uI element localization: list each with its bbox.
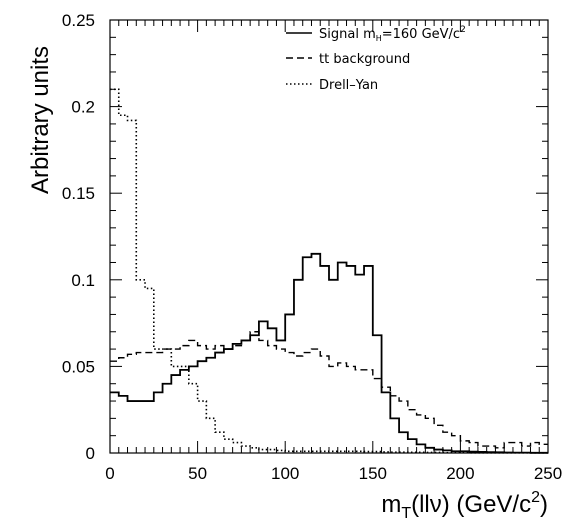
x-axis-title: mT(llν) (GeV/c2) (381, 489, 548, 522)
series-layer (110, 88, 548, 454)
y-tick-label: 0.05 (62, 357, 95, 376)
y-tick-label: 0.15 (62, 184, 95, 203)
x-tick-label: 150 (359, 464, 387, 483)
y-tick-label: 0.25 (62, 11, 95, 30)
series-signal (110, 252, 548, 454)
x-tick-label: 250 (534, 464, 562, 483)
legend-label-drellyan: Drell–Yan (319, 78, 378, 93)
y-tick-label: 0 (86, 444, 95, 463)
series-drellyan (110, 88, 548, 454)
series-ttbar (110, 331, 548, 449)
x-tick-label: 50 (188, 464, 207, 483)
x-tick-labels: 0 50 100 150 200 250 (105, 464, 562, 483)
legend-label-ttbar: tt background (319, 52, 410, 67)
y-tick-labels: 0 0.05 0.1 0.15 0.2 0.25 (62, 11, 95, 463)
y-axis-title: Arbitrary units (27, 46, 54, 194)
x-tick-label: 0 (105, 464, 114, 483)
legend-label-signal: Signal mH=160 GeV/c2 (319, 25, 466, 43)
y-tick-label: 0.2 (71, 98, 95, 117)
x-tick-label: 100 (271, 464, 299, 483)
legend: Signal mH=160 GeV/c2 tt background Drell… (286, 25, 466, 93)
y-tick-label: 0.1 (71, 271, 95, 290)
axis-ticks (109, 19, 549, 454)
x-tick-label: 200 (446, 464, 474, 483)
